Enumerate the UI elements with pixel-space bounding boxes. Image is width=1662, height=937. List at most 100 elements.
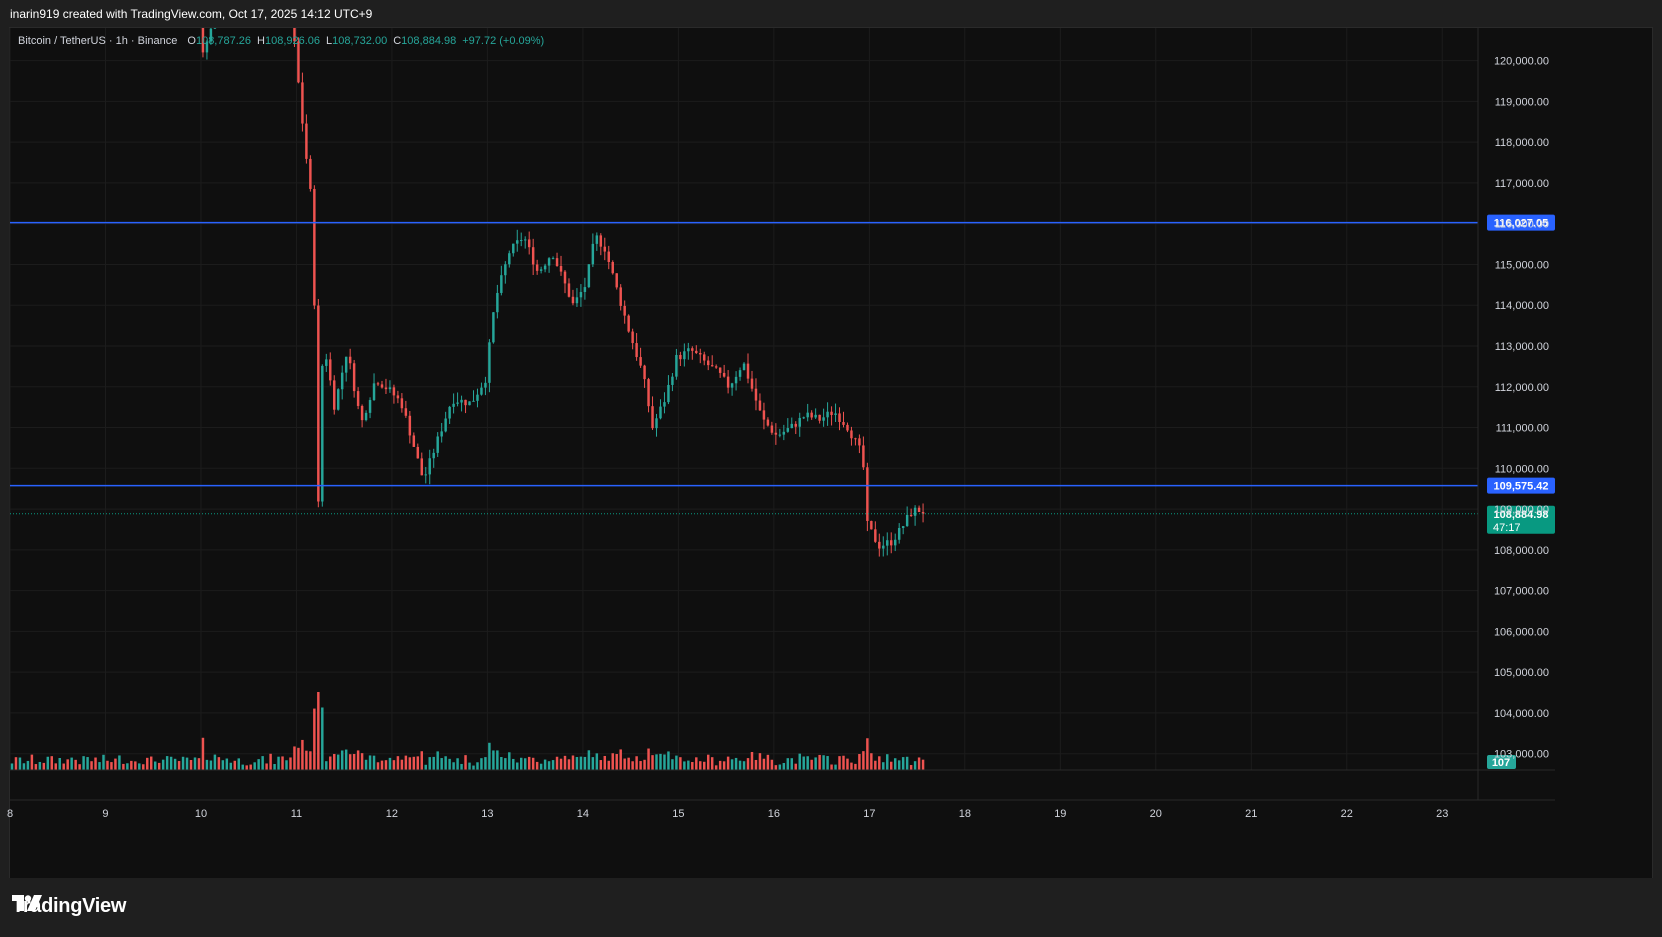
volume-bar	[710, 757, 714, 770]
footer	[0, 878, 1662, 937]
low-label: L	[326, 35, 333, 47]
volume-bar	[114, 758, 117, 770]
candle-body	[734, 376, 738, 384]
x-tick-label: 23	[1436, 808, 1448, 820]
volume-bar	[448, 758, 451, 770]
last-price-label: 108,884.98	[1493, 509, 1548, 521]
volume-bar	[890, 761, 893, 770]
volume-bar	[277, 756, 280, 770]
volume-bar	[392, 760, 396, 770]
candle-body	[333, 380, 336, 410]
volume-bar	[734, 757, 738, 770]
volume-bar	[456, 758, 459, 770]
volume-bar	[38, 761, 42, 770]
brand-name: TradingView	[12, 895, 127, 917]
candle-body	[798, 417, 801, 427]
candle-body	[313, 188, 316, 306]
volume-bar	[631, 761, 634, 770]
volume-bar	[217, 757, 221, 770]
volume-bar	[380, 760, 384, 770]
y-tick-label: 110,000.00	[1495, 463, 1549, 475]
volume-bar	[842, 755, 845, 770]
volume-bar	[193, 757, 197, 770]
candle-body	[301, 82, 304, 124]
candle-body	[309, 158, 312, 189]
volume-bar	[110, 762, 113, 770]
volume-bar	[388, 757, 392, 770]
volume-bar	[185, 757, 189, 770]
candle-body	[496, 292, 499, 313]
candle-body	[126, 4, 128, 7]
volume-bar	[488, 742, 491, 770]
volume-bar	[225, 758, 229, 770]
candle-body	[480, 387, 483, 395]
price-candles	[126, 4, 925, 557]
brand[interactable]: TradingView	[12, 895, 126, 918]
y-tick-label: 112,000.00	[1495, 382, 1549, 394]
volume-bar	[746, 758, 750, 770]
volume-bar	[253, 762, 256, 770]
volume-bar	[169, 756, 173, 770]
volume-bar	[468, 762, 471, 770]
volume-bar	[671, 759, 674, 770]
candle-body	[444, 418, 447, 432]
volume-bar	[106, 760, 109, 770]
candle-body	[523, 239, 527, 241]
candle-body	[607, 251, 610, 263]
candle-body	[699, 352, 702, 355]
candle-body	[520, 240, 523, 242]
candle-body	[321, 365, 324, 502]
y-tick-label: 113,000.00	[1495, 341, 1549, 353]
candle-body	[687, 348, 690, 352]
candle-body	[209, 28, 213, 42]
candle-body	[710, 365, 714, 367]
volume-bar	[862, 751, 865, 770]
chart-axes[interactable]: 103,000.00 104,000.00 105,000.00 106,000.00…	[7, 28, 1555, 820]
volume-bar	[305, 750, 308, 770]
candle-body	[198, 6, 200, 8]
candle-body	[663, 402, 666, 407]
volume-bar	[460, 763, 463, 770]
volume-bar	[687, 760, 690, 770]
volume-bar	[142, 764, 145, 770]
candle-body	[838, 413, 841, 423]
candle-body	[559, 266, 563, 272]
candle-body	[194, 6, 196, 8]
volume-bar	[285, 760, 288, 770]
candle-body	[810, 412, 813, 418]
volume-bar	[22, 763, 26, 770]
y-tick-label: 111,000.00	[1496, 423, 1549, 435]
x-tick-label: 13	[481, 808, 493, 820]
y-tick-label: 115,000.00	[1495, 259, 1549, 271]
volume-bar	[221, 760, 225, 770]
volume-bar	[293, 746, 296, 770]
candle-body	[440, 431, 443, 437]
candle-body	[874, 529, 877, 542]
volume-bar	[245, 765, 248, 770]
symbol-title[interactable]: Bitcoin / TetherUS · 1h · Binance	[18, 35, 178, 47]
volume-bar	[603, 755, 607, 770]
candle-body	[360, 405, 364, 421]
volume-bar	[830, 764, 833, 770]
volume-bar	[82, 756, 85, 770]
volume-value-label: 107	[1492, 757, 1510, 769]
candle-body	[508, 253, 511, 265]
volume-bar	[870, 753, 873, 770]
candle-body	[416, 446, 420, 459]
volume-bar	[758, 753, 762, 770]
volume-bar	[575, 757, 579, 770]
candle-body	[742, 363, 746, 371]
candle-body	[794, 423, 797, 427]
candle-body	[866, 467, 869, 521]
volume-bar	[464, 755, 467, 770]
volume-bar	[539, 763, 543, 770]
chart-pane[interactable]	[9, 27, 1653, 880]
candle-body	[134, 5, 136, 9]
volume-bar	[126, 763, 129, 770]
volume-bar	[897, 760, 901, 770]
volume-bar	[492, 750, 495, 770]
candle-body	[782, 431, 786, 435]
candle-body	[317, 305, 320, 502]
